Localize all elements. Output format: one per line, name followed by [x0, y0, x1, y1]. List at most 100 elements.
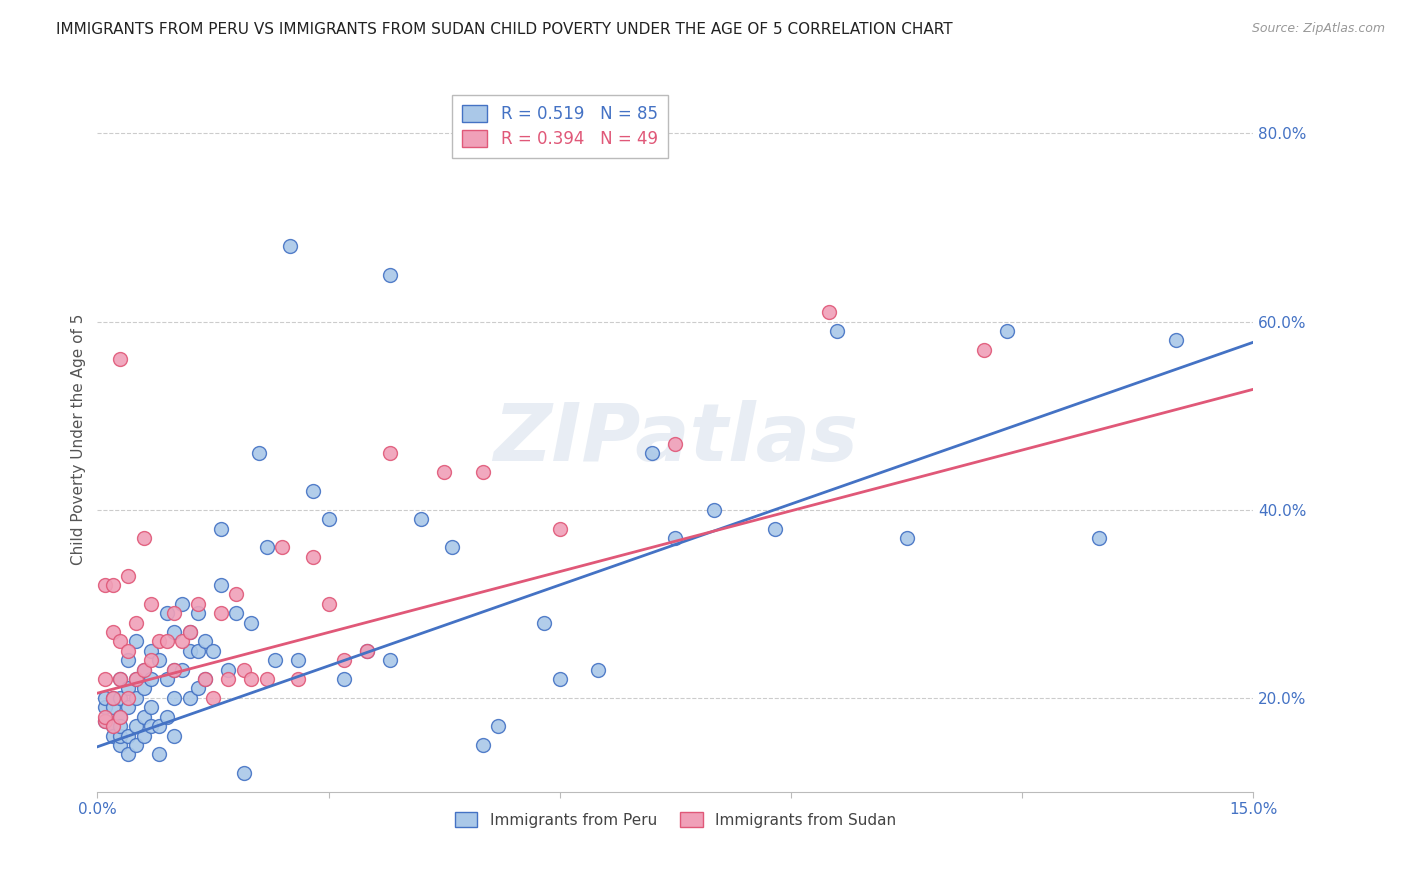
- Point: [94, 578, 117, 592]
- Point: [287, 672, 309, 686]
- Point: [110, 634, 132, 648]
- Point: [179, 690, 201, 705]
- Point: [148, 719, 170, 733]
- Point: [125, 672, 148, 686]
- Point: [896, 531, 918, 545]
- Point: [995, 324, 1018, 338]
- Point: [148, 653, 170, 667]
- Point: [125, 690, 148, 705]
- Point: [548, 522, 571, 536]
- Point: [101, 719, 124, 733]
- Point: [101, 690, 124, 705]
- Point: [101, 578, 124, 592]
- Point: [486, 719, 509, 733]
- Point: [664, 437, 686, 451]
- Point: [186, 681, 208, 696]
- Point: [163, 606, 186, 620]
- Point: [110, 729, 132, 743]
- Point: [548, 672, 571, 686]
- Point: [973, 343, 995, 357]
- Point: [101, 700, 124, 714]
- Point: [380, 446, 402, 460]
- Point: [318, 512, 340, 526]
- Point: [117, 568, 139, 582]
- Point: [818, 305, 841, 319]
- Point: [94, 690, 117, 705]
- Point: [172, 634, 194, 648]
- Point: [141, 672, 163, 686]
- Point: [110, 672, 132, 686]
- Point: [201, 690, 224, 705]
- Point: [209, 606, 232, 620]
- Point: [302, 483, 325, 498]
- Point: [179, 625, 201, 640]
- Point: [263, 653, 285, 667]
- Point: [247, 446, 270, 460]
- Point: [156, 709, 179, 723]
- Point: [217, 672, 239, 686]
- Point: [125, 738, 148, 752]
- Point: [641, 446, 664, 460]
- Point: [101, 625, 124, 640]
- Point: [664, 531, 686, 545]
- Point: [765, 522, 787, 536]
- Point: [94, 672, 117, 686]
- Point: [117, 681, 139, 696]
- Point: [141, 597, 163, 611]
- Point: [94, 714, 117, 729]
- Text: IMMIGRANTS FROM PERU VS IMMIGRANTS FROM SUDAN CHILD POVERTY UNDER THE AGE OF 5 C: IMMIGRANTS FROM PERU VS IMMIGRANTS FROM …: [56, 22, 953, 37]
- Point: [186, 606, 208, 620]
- Point: [156, 634, 179, 648]
- Point: [163, 663, 186, 677]
- Point: [117, 644, 139, 658]
- Point: [156, 672, 179, 686]
- Point: [125, 719, 148, 733]
- Point: [117, 729, 139, 743]
- Point: [186, 644, 208, 658]
- Point: [409, 512, 432, 526]
- Text: Source: ZipAtlas.com: Source: ZipAtlas.com: [1251, 22, 1385, 36]
- Point: [232, 663, 254, 677]
- Point: [471, 465, 494, 479]
- Point: [703, 502, 725, 516]
- Point: [380, 653, 402, 667]
- Point: [172, 663, 194, 677]
- Y-axis label: Child Poverty Under the Age of 5: Child Poverty Under the Age of 5: [72, 313, 86, 565]
- Point: [163, 690, 186, 705]
- Text: ZIPatlas: ZIPatlas: [494, 401, 858, 478]
- Point: [318, 597, 340, 611]
- Point: [132, 681, 155, 696]
- Point: [101, 729, 124, 743]
- Point: [179, 625, 201, 640]
- Point: [1088, 531, 1111, 545]
- Point: [94, 700, 117, 714]
- Point: [101, 690, 124, 705]
- Point: [132, 729, 155, 743]
- Point: [117, 690, 139, 705]
- Point: [110, 352, 132, 367]
- Point: [440, 541, 463, 555]
- Point: [148, 747, 170, 762]
- Point: [356, 644, 378, 658]
- Point: [132, 663, 155, 677]
- Legend: Immigrants from Peru, Immigrants from Sudan: Immigrants from Peru, Immigrants from Su…: [449, 805, 903, 834]
- Point: [110, 709, 132, 723]
- Point: [225, 606, 247, 620]
- Point: [333, 653, 356, 667]
- Point: [110, 672, 132, 686]
- Point: [217, 663, 239, 677]
- Point: [194, 672, 217, 686]
- Point: [117, 653, 139, 667]
- Point: [825, 324, 848, 338]
- Point: [271, 541, 294, 555]
- Point: [94, 714, 117, 729]
- Point: [232, 766, 254, 780]
- Point: [179, 644, 201, 658]
- Point: [287, 653, 309, 667]
- Point: [433, 465, 456, 479]
- Point: [256, 672, 278, 686]
- Point: [380, 268, 402, 282]
- Point: [117, 747, 139, 762]
- Point: [94, 709, 117, 723]
- Point: [194, 672, 217, 686]
